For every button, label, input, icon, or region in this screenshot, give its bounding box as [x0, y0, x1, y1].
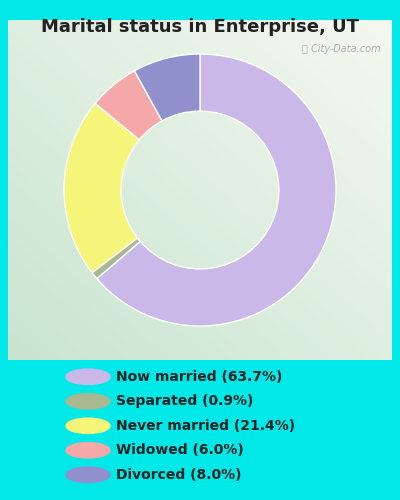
Text: Now married (63.7%): Now married (63.7%) [116, 370, 282, 384]
Wedge shape [134, 54, 200, 121]
Text: Widowed (6.0%): Widowed (6.0%) [116, 444, 244, 458]
Circle shape [66, 442, 110, 458]
Circle shape [66, 394, 110, 409]
Wedge shape [92, 238, 140, 279]
Text: Divorced (8.0%): Divorced (8.0%) [116, 468, 242, 482]
Text: Separated (0.9%): Separated (0.9%) [116, 394, 253, 408]
Text: ⓘ City-Data.com: ⓘ City-Data.com [302, 44, 380, 54]
Text: Never married (21.4%): Never married (21.4%) [116, 419, 295, 433]
Text: Marital status in Enterprise, UT: Marital status in Enterprise, UT [41, 18, 359, 36]
Wedge shape [95, 71, 162, 140]
Wedge shape [97, 54, 336, 326]
Circle shape [66, 467, 110, 482]
Circle shape [66, 418, 110, 434]
Circle shape [66, 369, 110, 384]
Wedge shape [64, 104, 139, 272]
